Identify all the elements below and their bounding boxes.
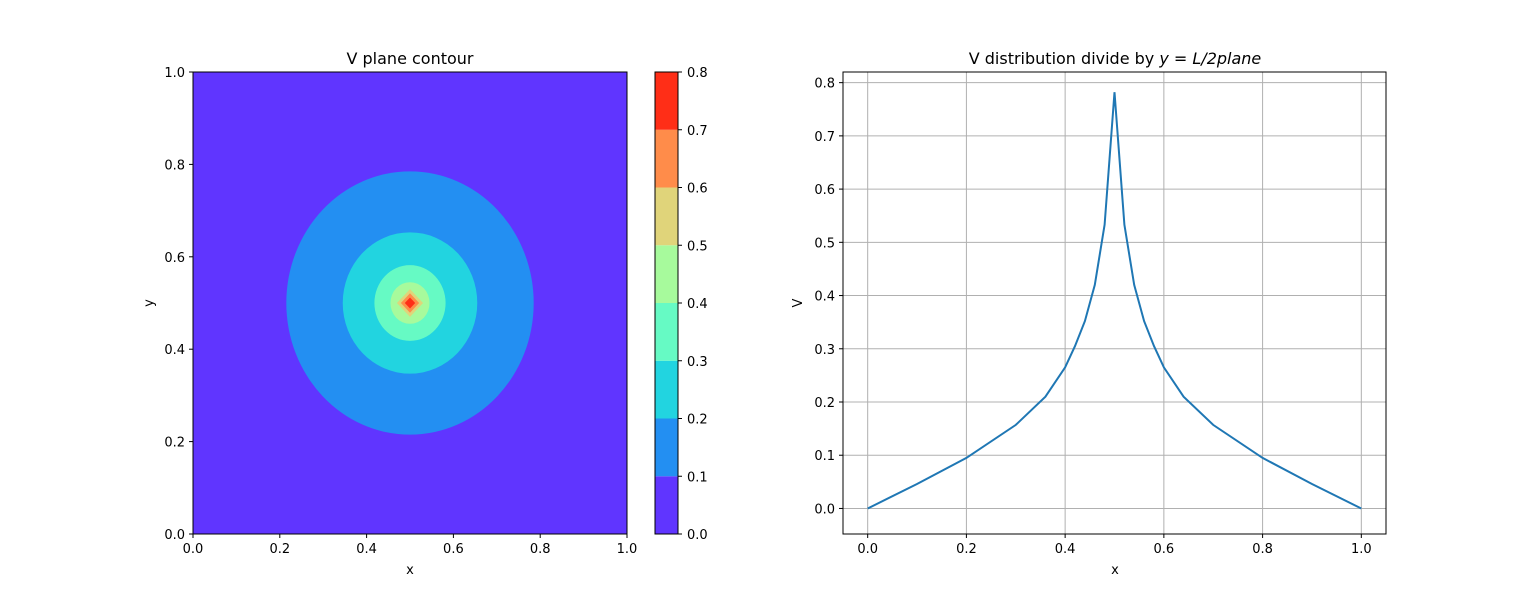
line-title-math: y = L/2plane <box>1158 49 1261 68</box>
colorbar-band <box>655 476 678 534</box>
contour-y-tick-label: 1.0 <box>164 66 185 81</box>
line-x-tick-label: 1.0 <box>1351 542 1372 557</box>
line-y-ticks: 0.0 0.1 0.2 0.3 0.4 0.5 0.6 0.7 0.8 <box>814 77 843 517</box>
line-x-axis-label: x <box>1111 563 1119 578</box>
colorbar-bands <box>655 72 678 534</box>
contour-y-tick-label: 0.4 <box>164 343 185 358</box>
colorbar-tick-label: 0.5 <box>687 239 708 254</box>
colorbar-tick-label: 0.4 <box>687 297 708 312</box>
colorbar-tick-label: 0.2 <box>687 413 708 428</box>
line-grid <box>843 72 1386 534</box>
line-y-axis-label: V <box>791 298 806 307</box>
line-y-tick-label: 0.6 <box>814 183 835 198</box>
colorbar-band <box>655 303 678 361</box>
contour-x-axis-label: x <box>406 563 414 578</box>
line-x-ticks: 0.0 0.2 0.4 0.6 0.8 1.0 <box>857 534 1372 557</box>
contour-x-tick-label: 1.0 <box>617 542 638 557</box>
line-y-tick-label: 0.1 <box>814 449 835 464</box>
contour-y-ticks: 0.0 0.2 0.4 0.6 0.8 1.0 <box>164 66 193 543</box>
colorbar-band <box>655 129 678 188</box>
contour-level-7 <box>404 297 416 309</box>
contour-y-tick-label: 0.0 <box>164 528 185 543</box>
line-y-tick-label: 0.7 <box>814 130 835 145</box>
line-frame <box>842 71 1387 535</box>
line-y-tick-label: 0.4 <box>814 290 835 305</box>
colorbar-band <box>655 245 678 303</box>
colorbar-tick-label: 0.1 <box>687 470 708 485</box>
contour-plot: 0.0 0.2 0.4 0.6 0.8 1.0 0.0 0.2 0.4 0.6 0.8 1.0 V … <box>142 49 637 578</box>
contour-levels <box>286 171 534 435</box>
contour-x-tick-label: 0.4 <box>356 542 377 557</box>
colorbar-tick-label: 0.8 <box>687 66 708 81</box>
contour-x-ticks: 0.0 0.2 0.4 0.6 0.8 1.0 <box>183 534 638 557</box>
line-title: V distribution divide by y = L/2plane <box>969 49 1262 68</box>
contour-x-tick-label: 0.8 <box>530 542 551 557</box>
contour-frame <box>192 71 628 535</box>
contour-y-tick-label: 0.6 <box>164 251 185 266</box>
line-x-tick-label: 0.4 <box>1055 542 1076 557</box>
contour-x-tick-label: 0.0 <box>183 542 204 557</box>
contour-y-axis-label: y <box>142 299 157 307</box>
colorbar-ticks: 0.0 0.1 0.2 0.3 0.4 0.5 0.6 0.7 0.8 <box>678 66 708 543</box>
colorbar-tick-label: 0.6 <box>687 182 708 197</box>
contour-title: V plane contour <box>346 49 473 68</box>
line-y-tick-label: 0.5 <box>814 236 835 251</box>
line-series-v <box>867 92 1362 510</box>
line-title-text: V distribution divide by <box>969 49 1160 68</box>
colorbar-band <box>655 187 678 246</box>
colorbar: 0.0 0.1 0.2 0.3 0.4 0.5 0.6 0.7 0.8 <box>654 66 708 543</box>
line-x-tick-label: 0.8 <box>1252 542 1273 557</box>
contour-x-tick-label: 0.6 <box>443 542 464 557</box>
colorbar-tick-label: 0.0 <box>687 528 708 543</box>
line-plot: 0.0 0.2 0.4 0.6 0.8 1.0 0.0 0.1 0.2 0.3 0.4 0.5 0.6… <box>791 49 1387 578</box>
colorbar-band <box>655 72 678 130</box>
line-y-tick-label: 0.8 <box>814 77 835 92</box>
line-y-tick-label: 0.3 <box>814 343 835 358</box>
line-x-tick-label: 0.6 <box>1154 542 1175 557</box>
line-y-tick-label: 0.0 <box>814 502 835 517</box>
contour-x-tick-label: 0.2 <box>269 542 290 557</box>
colorbar-tick-label: 0.3 <box>687 355 708 370</box>
contour-y-tick-label: 0.2 <box>164 436 185 451</box>
contour-y-tick-label: 0.8 <box>164 158 185 173</box>
colorbar-tick-label: 0.7 <box>687 124 708 139</box>
line-y-tick-label: 0.2 <box>814 396 835 411</box>
line-x-tick-label: 0.2 <box>956 542 977 557</box>
colorbar-band <box>655 360 678 419</box>
colorbar-band <box>655 418 678 477</box>
line-x-tick-label: 0.0 <box>857 542 878 557</box>
